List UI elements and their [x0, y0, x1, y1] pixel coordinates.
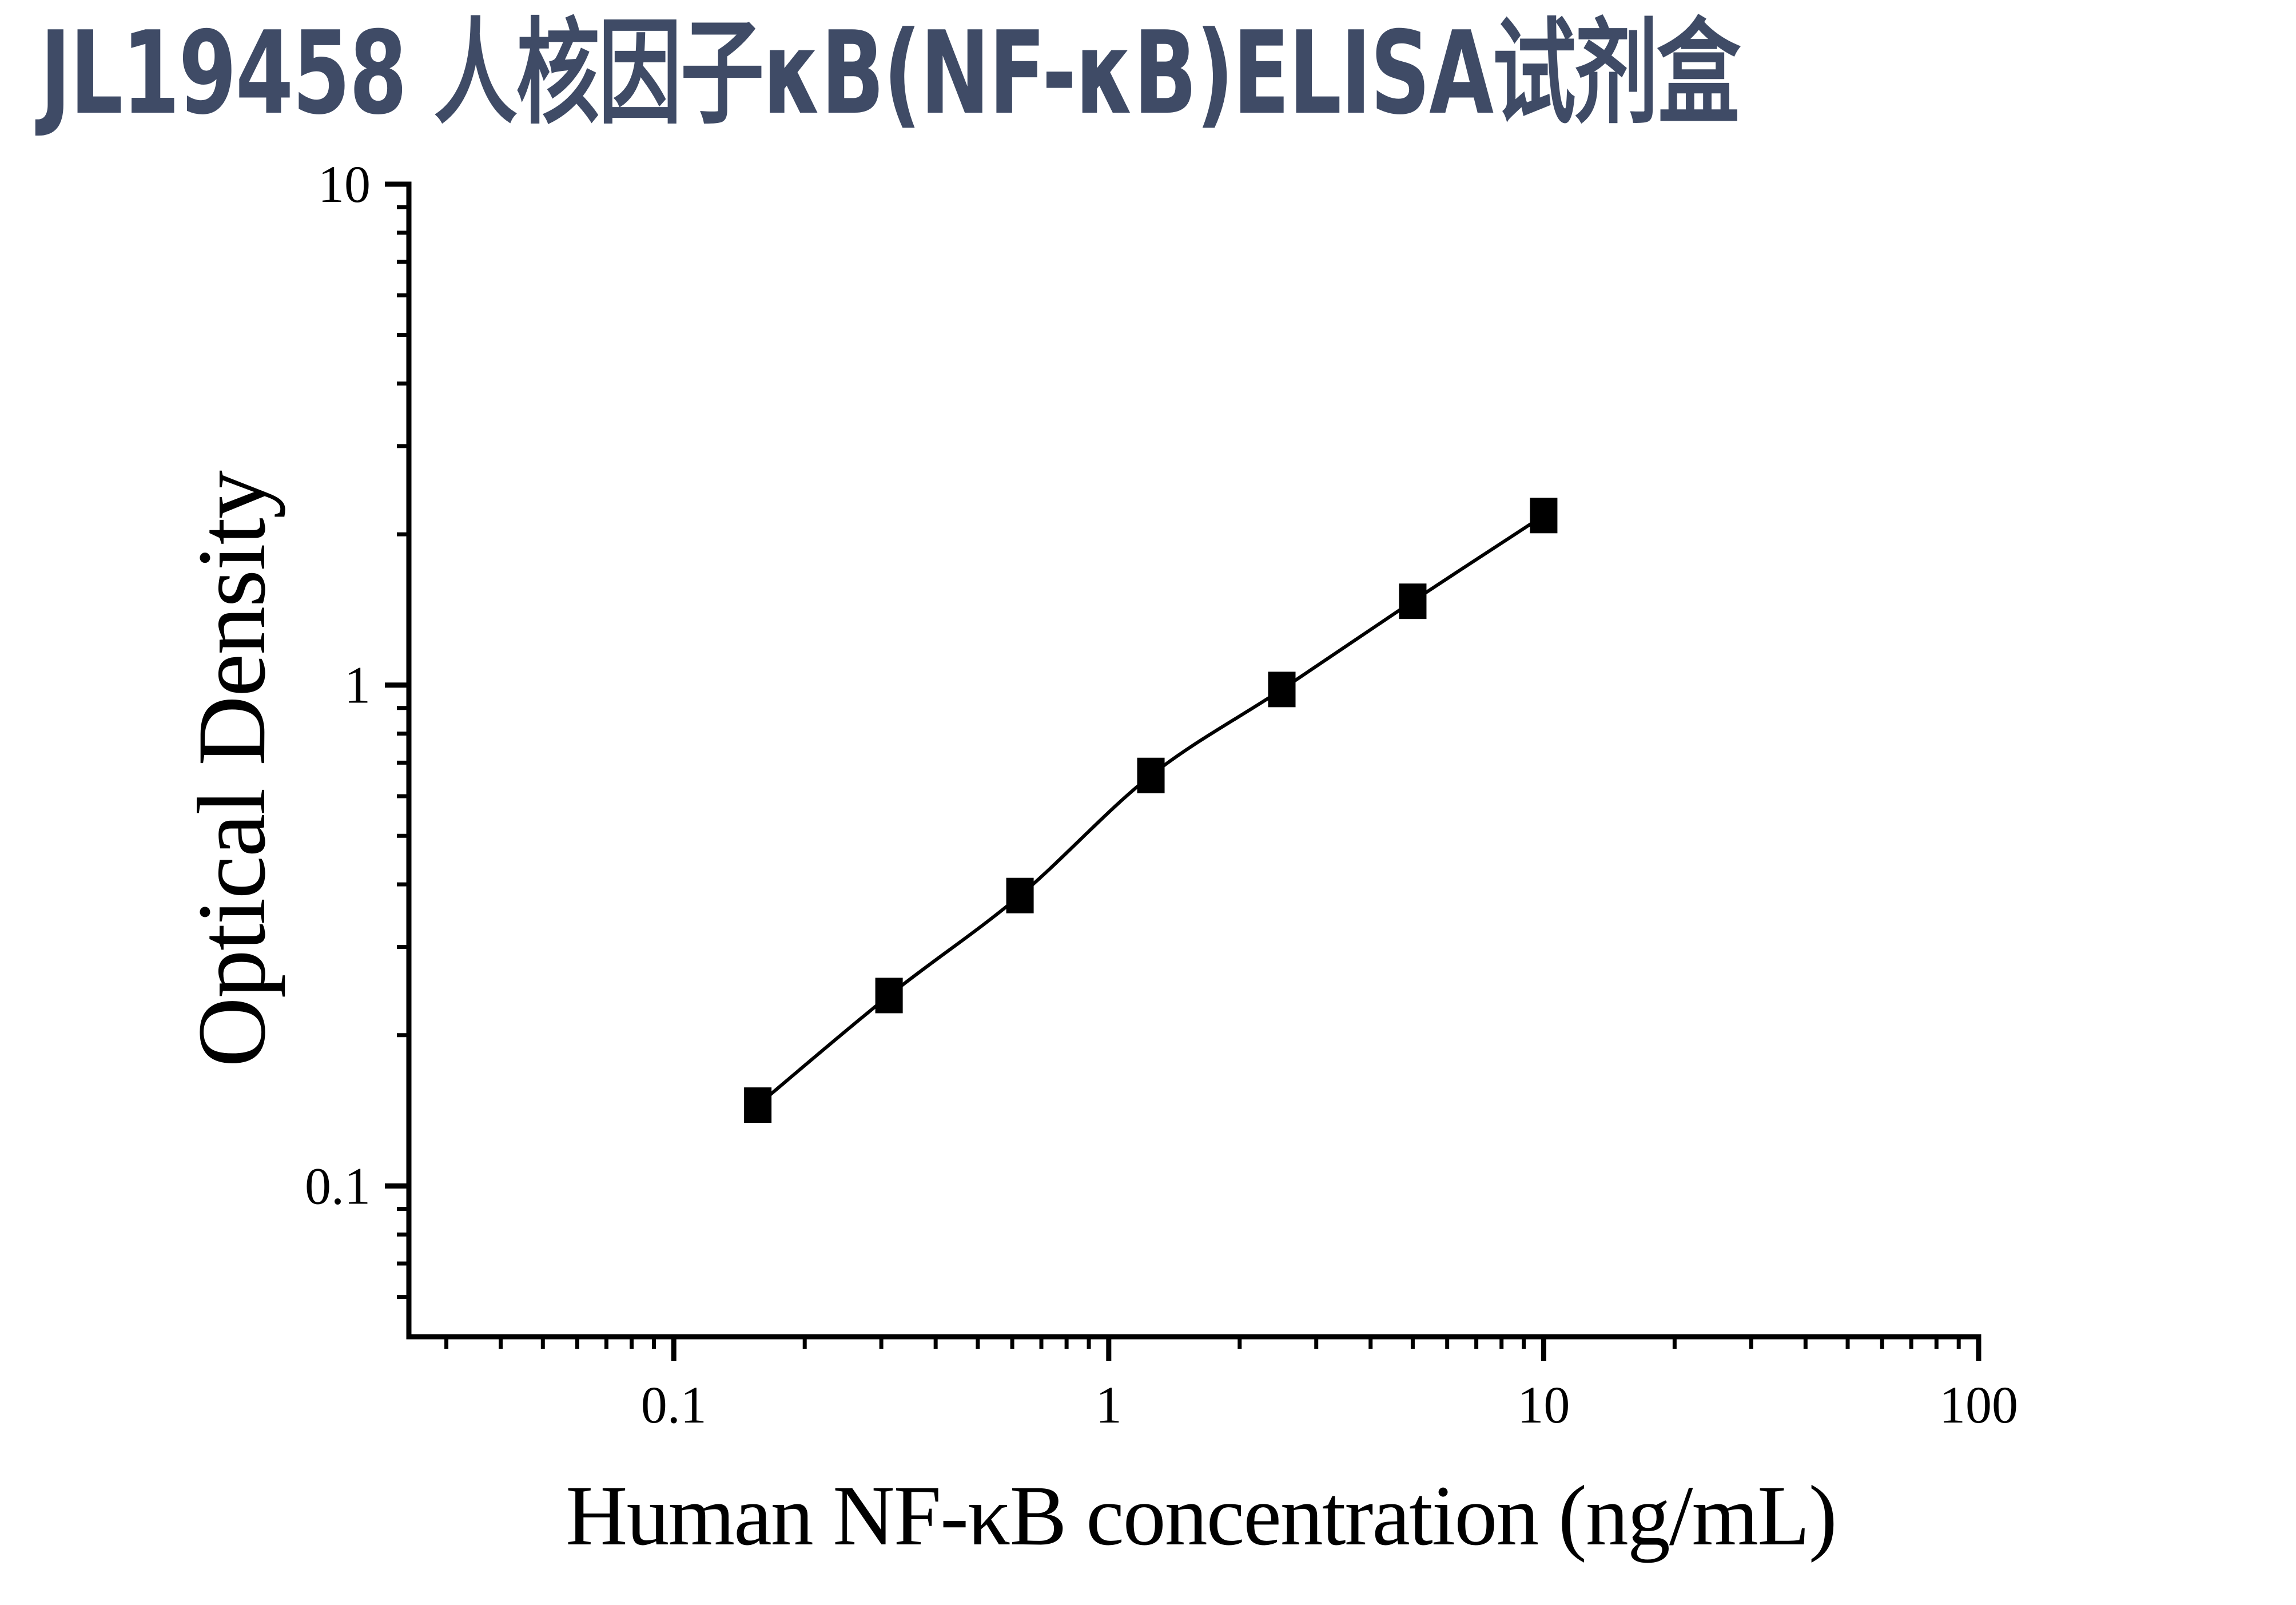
axis-spine — [406, 181, 1981, 1340]
y-tick-label: 10 — [318, 155, 371, 213]
data-point-marker — [875, 978, 903, 1014]
data-point-marker — [1530, 498, 1558, 534]
data-series — [744, 498, 1558, 1123]
x-axis-label: Human NF-κB concentration (ng/mL) — [566, 1468, 1836, 1563]
data-point-marker — [1399, 583, 1427, 619]
x-tick-label: 100 — [1939, 1376, 2018, 1434]
x-tick-label: 10 — [1517, 1376, 1570, 1434]
y-tick-label: 0.1 — [305, 1157, 371, 1215]
axes — [406, 181, 1981, 1340]
y-tick-label: 1 — [344, 656, 371, 714]
x-tick-label: 1 — [1096, 1376, 1122, 1434]
data-point-marker — [1268, 672, 1296, 708]
y-axis-label: Optical Density — [178, 470, 285, 1067]
x-tick-label: 0.1 — [641, 1376, 707, 1434]
page-title: JL19458 人核因子κB(NF-κB)ELISA试剂盒 — [40, 7, 1741, 140]
axis-tick-labels: 0.1 1 10 100 0.1 1 10 — [305, 155, 2018, 1434]
data-point-marker — [1137, 757, 1165, 793]
axis-ticks — [385, 181, 1981, 1361]
data-point-marker — [1006, 877, 1034, 913]
data-point-marker — [744, 1087, 772, 1123]
